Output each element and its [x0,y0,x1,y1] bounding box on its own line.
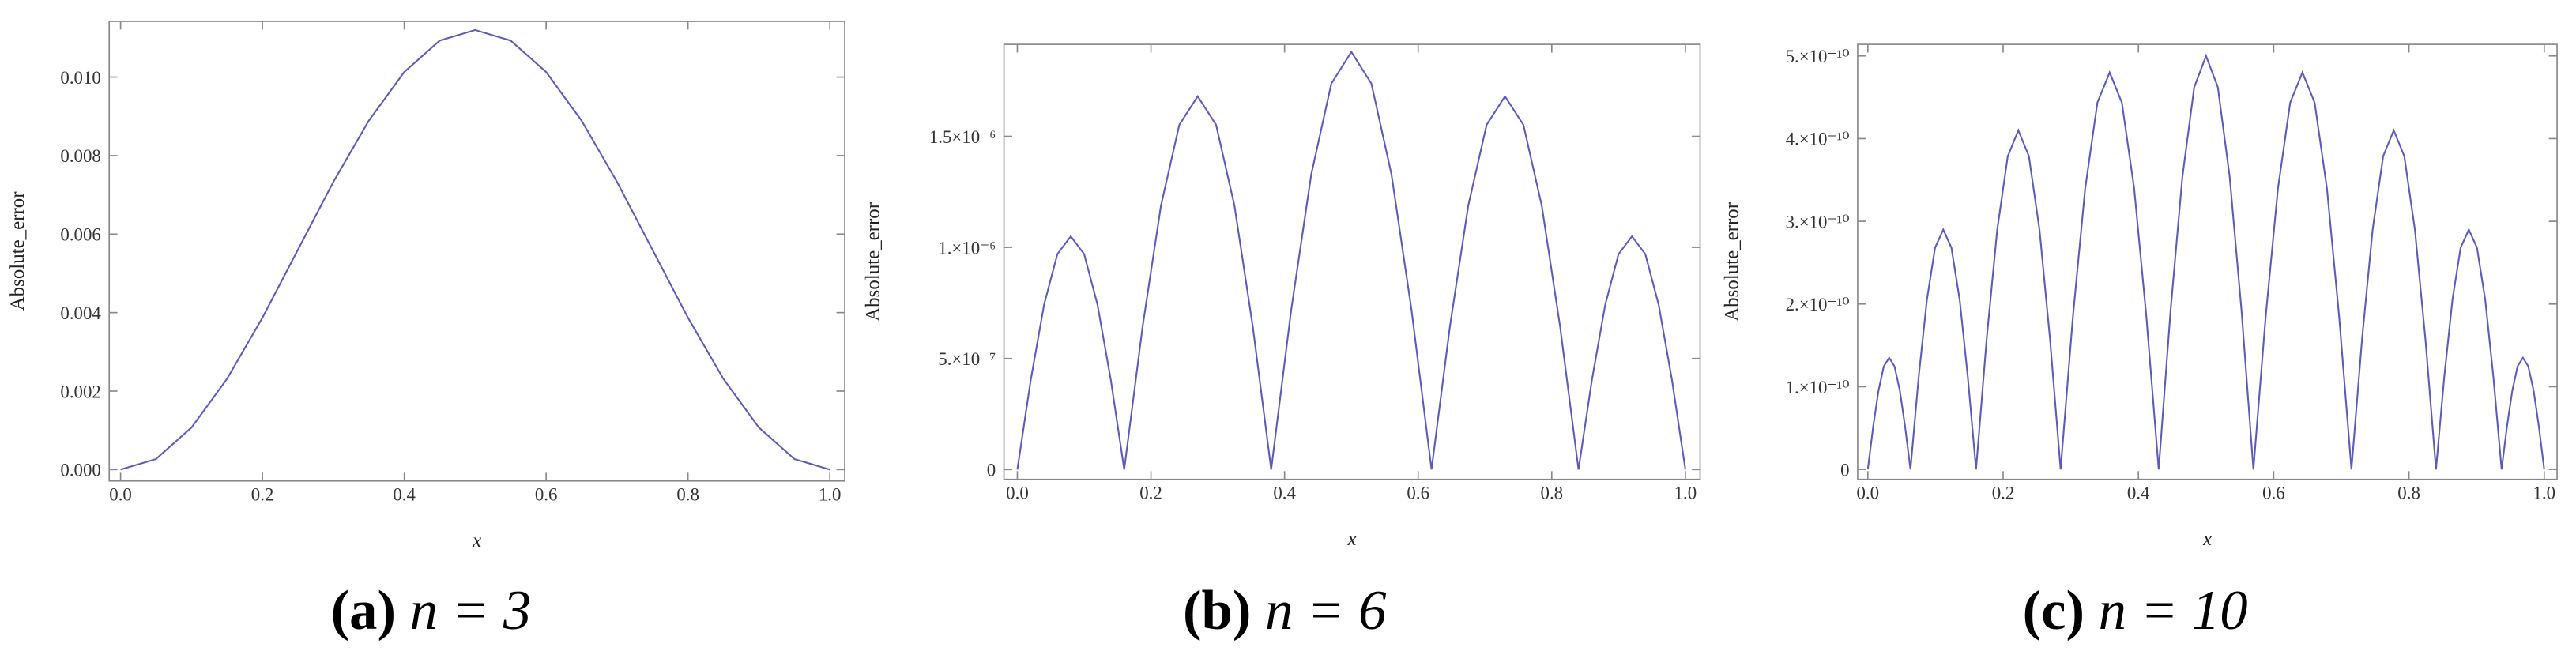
error-curve [1866,53,2545,470]
x-tick-label: 0.0 [1006,484,1029,503]
y-tick-label: 0 [987,461,996,480]
caption: (a) n = 3 [331,580,532,642]
x-tick-label: 0.4 [393,485,416,505]
y-tick-label: 2.×10⁻¹⁰ [1786,295,1850,314]
x-axis-label: x [1346,529,1356,550]
caption-label: (c) [2023,580,2085,642]
x-tick-label: 0.6 [1407,484,1429,503]
y-tick-label: 4.×10⁻¹⁰ [1786,130,1850,149]
y-tick-label: 1.×10⁻¹⁰ [1786,378,1850,397]
caption: (b) n = 6 [1183,580,1387,642]
y-tick-label: 0.000 [60,461,100,480]
y-tick-label: 0 [1840,460,1849,480]
x-tick-label: 0.2 [251,485,274,505]
y-tick-label: 5.×10⁻⁷ [938,349,996,369]
y-tick-label: 0.002 [60,382,100,401]
y-tick-label: 0.004 [60,303,101,323]
y-tick-label: 0.008 [60,146,100,166]
caption-label: (a) [331,580,396,642]
error-curve [120,28,830,471]
y-tick-label: 3.×10⁻¹⁰ [1786,212,1850,232]
x-tick-label: 0.0 [1857,484,1880,503]
y-tick-label: 1.5×10⁻⁶ [929,127,996,147]
x-tick-label: 0.8 [2397,484,2420,503]
plot-frame [1003,43,1701,480]
x-tick-label: 1.0 [1674,484,1697,503]
x-tick-label: 1.0 [2533,484,2556,503]
plot-frame [1857,43,2558,480]
x-tick-label: 0.2 [1139,484,1162,503]
x-tick-label: 0.8 [676,485,699,505]
y-tick-label: 0.010 [60,68,100,88]
caption-text: n = 6 [1265,580,1387,642]
y-axis-label: Absolute_error [1721,201,1742,322]
x-tick-label: 1.0 [819,485,842,505]
y-axis-label: Absolute_error [7,191,28,311]
caption-text: n = 3 [410,580,532,642]
x-axis-label: x [472,530,481,551]
x-axis-label: x [2202,529,2212,550]
y-tick-label: 0.006 [60,225,100,245]
caption: (c) n = 10 [2023,580,2248,642]
x-tick-label: 0.6 [535,485,558,505]
plot-frame [108,21,845,482]
x-tick-label: 0.2 [1992,484,2015,503]
y-tick-label: 1.×10⁻⁶ [938,238,996,258]
caption-label: (b) [1183,580,1251,642]
x-tick-label: 0.6 [2262,484,2285,503]
x-tick-label: 0.4 [2127,484,2150,503]
y-tick-label: 5.×10⁻¹⁰ [1786,47,1850,66]
y-axis-label: Absolute_error [863,201,884,322]
x-tick-label: 0.8 [1541,484,1564,503]
x-tick-label: 0.4 [1273,484,1296,503]
caption-text: n = 10 [2099,580,2248,642]
x-tick-label: 0.0 [109,485,132,505]
error-curve [1016,50,1686,470]
